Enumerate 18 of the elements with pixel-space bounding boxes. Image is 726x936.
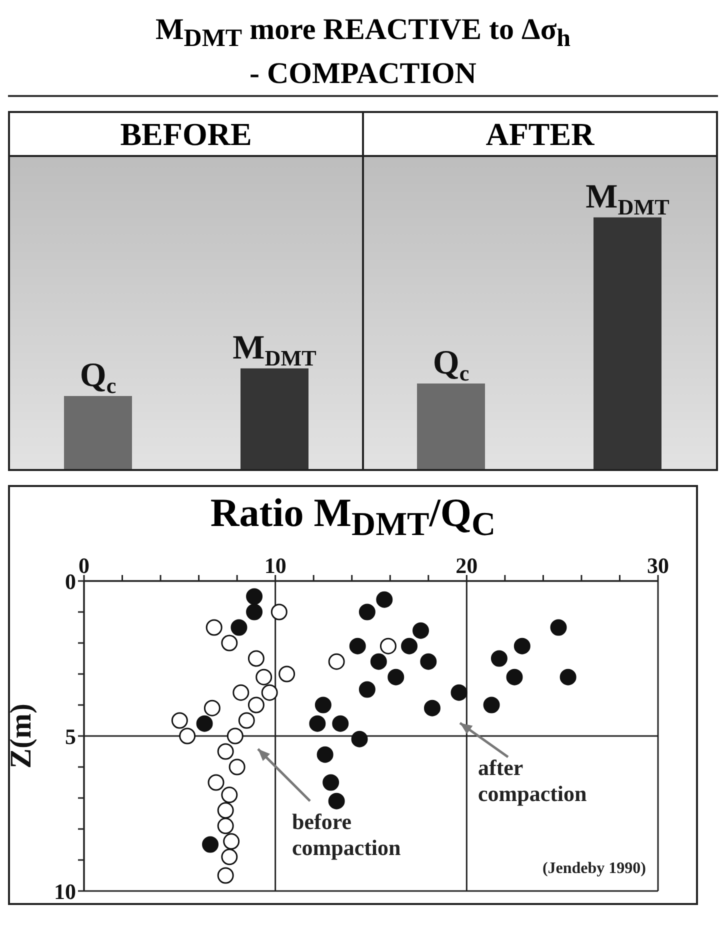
chart-title: Ratio M$_{DMT}$/Q$_{C}$ — [209, 489, 497, 545]
x-tick-label: M$_{DMT}$ — [232, 329, 317, 370]
x-tick-label: Q$_{c}$ — [432, 344, 470, 386]
x-tick-label: 10 — [264, 553, 286, 578]
x-tick-label: 30 — [647, 553, 669, 578]
annotation: before compaction — [292, 809, 402, 861]
text: BEFORE — [119, 115, 253, 154]
x-tick-label: Q$_{c}$ — [80, 357, 116, 398]
text: AFTER — [362, 113, 716, 155]
annotation: (Jendeby 1990) — [542, 859, 646, 879]
y-tick-label: 5 — [65, 724, 76, 749]
y-tick-label: 10 — [54, 878, 76, 904]
x-tick-label: M$_{DMT}$ — [586, 178, 670, 219]
chart-title: M$_{DMT}$ more REACTIVE to Δσ$_{h}$ - COMPACTION — [155, 13, 571, 90]
y-axis-title: Z(m) — [4, 704, 38, 768]
annotation: after compaction — [478, 755, 588, 807]
x-tick-label: 20 — [456, 553, 478, 578]
y-tick-label: 0 — [65, 568, 76, 594]
